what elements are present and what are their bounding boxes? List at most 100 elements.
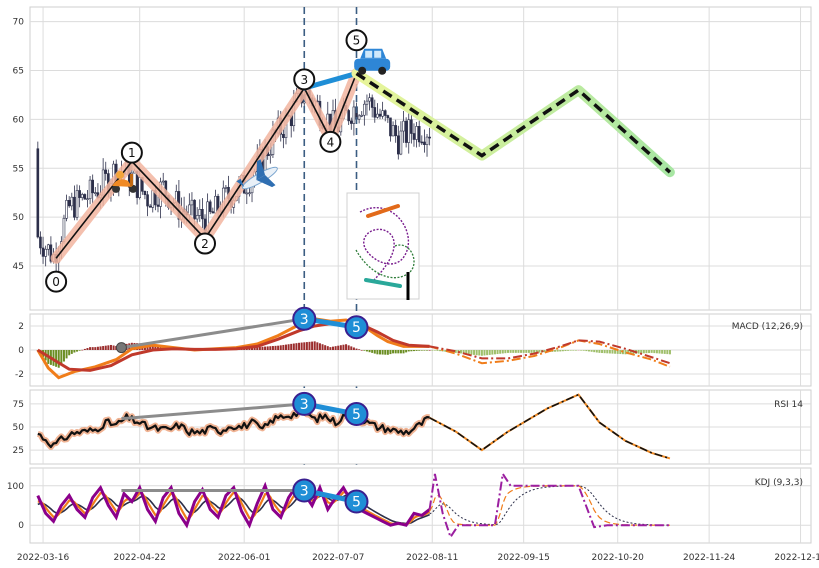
kdj-wave-badge-5-circle [344, 489, 369, 514]
macd-y-tick-label: 2 [18, 322, 24, 332]
macd-wave-badge-3-circle [292, 306, 317, 331]
macd-y-tick-label: -2 [15, 370, 24, 380]
macd-histogram-bar [76, 350, 79, 352]
macd-histogram-bar [601, 350, 604, 354]
candle-body [373, 107, 377, 118]
rsi-projection [429, 393, 671, 460]
candlestick [417, 120, 421, 147]
candle-body [368, 97, 371, 102]
candle-body [357, 115, 361, 120]
macd-histogram-bar [151, 344, 154, 350]
macd-histogram-bar [533, 350, 536, 353]
rsi-wave-badge-5: 5 [344, 402, 369, 427]
macd-histogram-bar [316, 342, 319, 350]
macd-histogram-bar [418, 350, 421, 351]
candlestick [86, 190, 89, 208]
macd-histogram-bar [496, 350, 499, 355]
macd-histogram-bar [363, 350, 366, 351]
kdj-wave-badge-5-text: 5 [352, 495, 361, 511]
macd-histogram-bar [355, 348, 358, 350]
candle-body [193, 199, 196, 220]
macd-histogram-bar [436, 350, 439, 351]
wave-label-5-circle [345, 29, 368, 52]
macd-histogram-bar [99, 346, 102, 350]
price-y-tick-label: 65 [13, 67, 24, 77]
macd-histogram-bar [559, 350, 562, 352]
macd-histogram-bar [580, 350, 583, 351]
macd-histogram-bar [574, 350, 577, 351]
candle-body [396, 135, 400, 155]
macd-histogram-bar [57, 350, 60, 368]
airplane-icon [236, 159, 278, 190]
macd-histogram-bar [567, 350, 570, 351]
candlestick [378, 108, 382, 120]
car-window [374, 50, 382, 58]
candle-body [425, 136, 429, 145]
macd-histogram-bar [70, 350, 73, 354]
macd-histogram-bar [345, 344, 348, 350]
candlestick [65, 194, 68, 222]
airplane-wing [256, 159, 266, 181]
macd-histogram-bar [606, 350, 609, 354]
candle-body [370, 97, 374, 108]
macd-histogram-bar [488, 350, 491, 355]
wave-label-4-text: 4 [327, 135, 335, 149]
macd-histogram-bar [81, 349, 84, 351]
candle-body [214, 195, 217, 214]
macd-histogram-bar [572, 350, 575, 351]
candlestick [208, 199, 212, 215]
candle-body [151, 190, 155, 208]
candlestick [381, 101, 384, 119]
rsi-wave-badge-3: 3 [292, 391, 317, 416]
macd-histogram-bar [60, 350, 63, 365]
macd-histogram-bar [598, 350, 601, 353]
candle-body [363, 103, 366, 116]
candle-body [360, 114, 364, 117]
candlestick [39, 231, 42, 255]
candlestick [420, 135, 424, 146]
macd-wave-badge-3-text: 3 [300, 312, 309, 328]
macd-histogram-bar [564, 350, 567, 352]
macd-histogram-bar [326, 346, 329, 350]
rsi-panel-label: RSI 14 [774, 400, 803, 410]
candlestick [282, 129, 285, 149]
x-tick-label: 2022-12-16 [774, 553, 819, 563]
x-tick-label: 2022-09-15 [498, 553, 550, 563]
macd-histogram-bar [577, 350, 580, 351]
candlestick [360, 111, 364, 118]
macd-histogram-bar [347, 345, 350, 350]
rsi-wave-badge-3-circle [292, 391, 317, 416]
macd-histogram-bar [358, 349, 361, 350]
macd-histogram-bar [538, 350, 541, 353]
macd-histogram-bar [264, 346, 267, 350]
candlestick [80, 192, 84, 201]
macd-histogram-bar [313, 341, 316, 350]
candle-body [383, 110, 387, 116]
macd-histogram-bar [55, 350, 58, 367]
candlestick [94, 187, 97, 197]
macd-histogram-bar [392, 350, 395, 354]
candlestick [412, 123, 416, 147]
macd-histogram-bar [379, 350, 382, 355]
candle-body [381, 110, 384, 117]
macd-histogram-bar [331, 346, 334, 350]
macd-wave-badge-3: 3 [292, 306, 317, 331]
wave-label-3-circle [293, 68, 316, 91]
macd-histogram-bar [412, 350, 415, 352]
macd-histogram-bar [405, 350, 408, 353]
macd-histogram-bar [295, 343, 298, 350]
macd-histogram-bar [614, 350, 617, 354]
macd-histogram-bar [491, 350, 494, 355]
candle-body [143, 190, 147, 196]
x-tick-label: 2022-10-20 [592, 553, 645, 563]
candle-body [365, 100, 369, 105]
macd-histogram-bar [83, 348, 86, 350]
macd-histogram-bar [433, 350, 436, 351]
kdj-wave-badge-3-circle [292, 478, 317, 503]
macd-histogram-bar [112, 345, 115, 350]
candle-body [46, 244, 50, 250]
candlestick [70, 192, 74, 211]
kdj-y-tick-label: 100 [7, 482, 24, 492]
macd-histogram-bar [499, 350, 502, 354]
